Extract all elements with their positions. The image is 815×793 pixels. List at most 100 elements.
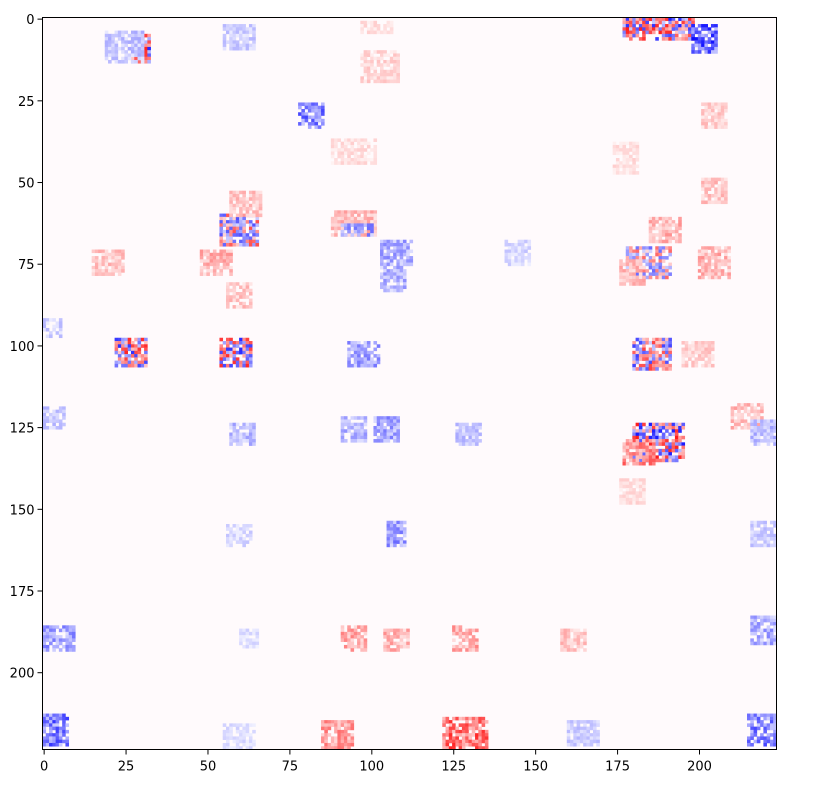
heatmap-cell xyxy=(710,275,715,280)
heatmap-cell xyxy=(258,210,263,214)
heatmap-cell xyxy=(651,17,656,22)
heatmap-cell xyxy=(347,354,351,358)
heatmap-cell xyxy=(717,105,722,110)
heatmap-cell xyxy=(625,269,630,273)
heatmap-cell xyxy=(445,739,450,744)
heatmap-cell xyxy=(49,635,53,639)
heatmap-cell xyxy=(635,448,640,453)
heatmap-cell xyxy=(350,138,355,142)
heatmap-cell xyxy=(655,233,659,237)
heatmap-cell xyxy=(402,249,407,254)
heatmap-cell xyxy=(507,252,512,257)
heatmap-cell xyxy=(756,530,761,535)
heatmap-cell xyxy=(455,625,459,629)
heatmap-cell xyxy=(45,628,50,633)
heatmap-cell xyxy=(622,262,627,267)
heatmap-cell xyxy=(252,739,256,744)
heatmap-cell xyxy=(114,59,119,64)
heatmap-cell xyxy=(127,354,132,358)
heatmap-cell xyxy=(330,216,335,221)
heatmap-cell xyxy=(651,422,656,427)
heatmap-cell xyxy=(579,631,584,636)
heatmap-cell xyxy=(248,190,253,195)
heatmap-cell xyxy=(704,344,708,348)
heatmap-cell xyxy=(406,262,410,267)
heatmap-cell xyxy=(658,357,663,361)
heatmap-cell xyxy=(229,354,233,358)
heatmap-cell xyxy=(396,239,400,244)
heatmap-cell xyxy=(55,641,60,646)
heatmap-cell xyxy=(248,533,253,538)
heatmap-cell xyxy=(461,644,466,649)
heatmap-cell xyxy=(750,631,754,636)
heatmap-cell xyxy=(363,138,368,142)
heatmap-cell xyxy=(255,213,260,218)
heatmap-cell xyxy=(222,37,227,41)
heatmap-cell xyxy=(642,269,646,273)
heatmap-cell xyxy=(216,272,220,276)
heatmap-cell xyxy=(340,723,345,727)
heatmap-cell xyxy=(661,37,666,41)
heatmap-cell xyxy=(452,739,456,744)
heatmap-cell xyxy=(629,452,633,456)
heatmap-cell xyxy=(235,282,240,286)
heatmap-cell xyxy=(49,716,53,721)
heatmap-cell xyxy=(360,53,364,58)
heatmap-cell xyxy=(317,105,322,110)
heatmap-cell xyxy=(583,742,587,747)
heatmap-cell xyxy=(766,618,771,623)
heatmap-cell xyxy=(343,161,348,165)
heatmap-cell xyxy=(373,20,378,25)
heatmap-cell xyxy=(622,272,627,276)
heatmap-cell xyxy=(701,272,705,276)
heatmap-cell xyxy=(678,27,682,31)
heatmap-cell xyxy=(661,246,666,250)
heatmap-cell xyxy=(114,347,119,352)
heatmap-cell xyxy=(232,354,237,358)
heatmap-cell xyxy=(229,43,233,48)
heatmap-cell xyxy=(402,262,407,267)
heatmap-cell xyxy=(517,246,522,250)
heatmap-cell xyxy=(638,282,643,286)
heatmap-cell xyxy=(219,256,224,260)
heatmap-cell xyxy=(622,461,627,466)
heatmap-cell xyxy=(668,24,672,28)
heatmap-cell xyxy=(760,425,764,430)
heatmap-cell xyxy=(691,33,695,38)
heatmap-cell xyxy=(62,628,66,633)
heatmap-cell xyxy=(465,631,469,636)
heatmap-blob xyxy=(347,341,381,368)
heatmap-cell xyxy=(108,53,112,58)
heatmap-cell xyxy=(235,357,240,361)
heatmap-cell xyxy=(353,220,358,224)
heatmap-cell xyxy=(393,543,397,548)
heatmap-cell xyxy=(117,249,122,254)
heatmap-cell xyxy=(458,625,463,629)
heatmap-cell xyxy=(121,43,125,48)
heatmap-cell xyxy=(55,409,60,414)
heatmap-cell xyxy=(691,350,695,355)
heatmap-cell xyxy=(235,527,240,531)
heatmap-cell xyxy=(642,30,646,35)
heatmap-cell xyxy=(350,213,355,218)
heatmap-cell xyxy=(701,256,705,260)
heatmap-cell xyxy=(229,422,233,427)
heatmap-cell xyxy=(458,439,463,443)
heatmap-cell xyxy=(229,723,233,727)
heatmap-cell xyxy=(707,347,712,352)
heatmap-cell xyxy=(704,262,708,267)
heatmap-cell xyxy=(235,746,240,750)
heatmap-cell xyxy=(642,429,646,433)
heatmap-cell xyxy=(760,638,764,642)
heatmap-cell xyxy=(769,439,774,443)
heatmap-cell xyxy=(380,79,384,84)
heatmap-cell xyxy=(222,43,227,48)
heatmap-cell xyxy=(455,432,459,437)
heatmap-cell xyxy=(121,341,125,345)
heatmap-cell xyxy=(701,341,705,345)
heatmap-cell xyxy=(665,27,669,31)
heatmap-cell xyxy=(117,354,122,358)
heatmap-cell xyxy=(229,540,233,544)
heatmap-cell xyxy=(707,187,712,191)
heatmap-cell xyxy=(573,733,577,737)
